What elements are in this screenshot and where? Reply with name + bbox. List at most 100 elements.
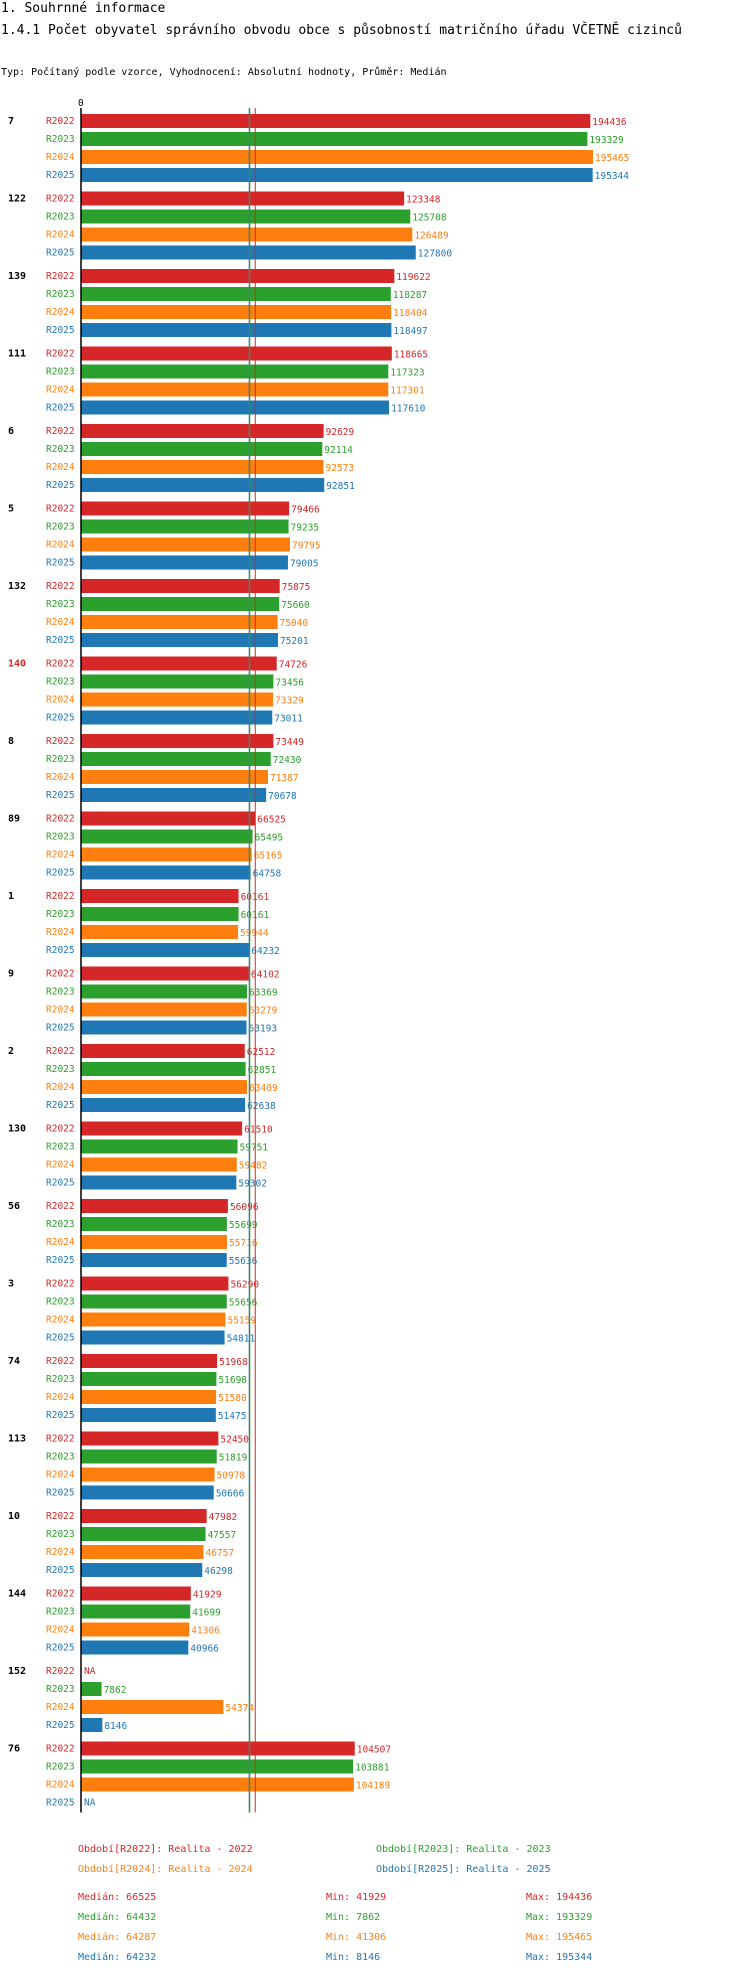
bar — [81, 943, 250, 957]
value-label: 123348 — [406, 195, 441, 206]
bar — [81, 710, 273, 725]
value-label: 73011 — [274, 714, 303, 725]
value-label: 119622 — [396, 272, 430, 283]
series-label: R2023 — [46, 677, 75, 688]
series-label: R2025 — [46, 1720, 75, 1731]
series-label: R2024 — [46, 695, 75, 706]
bar — [81, 1294, 227, 1309]
group-label: 9 — [8, 969, 14, 980]
chart-title: 1.4.1 Počet obyvatel správního obvodu ob… — [1, 23, 682, 38]
bar — [81, 984, 247, 999]
bar — [81, 1741, 355, 1756]
bar — [81, 656, 277, 671]
series-label: R2025 — [46, 1178, 75, 1189]
series-label: R2022 — [46, 1589, 75, 1600]
series-label: R2023 — [46, 832, 75, 843]
bar — [81, 966, 249, 981]
series-label: R2022 — [46, 271, 75, 282]
series-label: R2025 — [46, 1023, 75, 1034]
stat-max-r2023: Max: 193329 — [526, 1912, 593, 1923]
bar — [81, 674, 274, 689]
value-label: 52450 — [220, 1435, 249, 1446]
bar — [81, 1330, 225, 1345]
group-label: 76 — [8, 1744, 20, 1755]
series-label: R2024 — [46, 1237, 75, 1248]
series-label: R2023 — [46, 522, 75, 533]
value-label: 59302 — [238, 1179, 267, 1190]
series-label: R2025 — [46, 1643, 75, 1654]
value-label: 92851 — [326, 481, 355, 492]
bar — [81, 460, 324, 474]
series-label: R2022 — [46, 1046, 75, 1057]
value-label: 79466 — [291, 505, 320, 516]
bar — [81, 1235, 227, 1249]
bar — [81, 1253, 227, 1267]
bar — [81, 114, 591, 128]
series-label: R2025 — [46, 1798, 75, 1809]
bar — [81, 1199, 228, 1213]
value-label: 63409 — [249, 1083, 278, 1094]
stat-min-r2023: Min: 7862 — [326, 1912, 381, 1923]
value-label: 75660 — [281, 600, 310, 611]
series-label: R2024 — [46, 772, 75, 783]
value-label: 73456 — [275, 678, 304, 689]
value-label: 50978 — [217, 1471, 246, 1482]
series-label: R2024 — [46, 1547, 75, 1558]
bar — [81, 501, 290, 516]
bar — [81, 1276, 229, 1291]
series-label: R2025 — [46, 635, 75, 646]
value-label: 55656 — [229, 1298, 258, 1309]
value-label: 51475 — [218, 1411, 247, 1422]
bar — [81, 400, 390, 415]
bar — [81, 1622, 190, 1637]
value-label: 47557 — [208, 1530, 237, 1541]
value-label: 55159 — [227, 1316, 256, 1327]
bar — [81, 597, 280, 611]
group-label: 7 — [8, 116, 14, 127]
value-label: 63279 — [249, 1006, 278, 1017]
series-label: R2024 — [46, 1082, 75, 1093]
bar — [81, 1098, 246, 1112]
series-label: R2023 — [46, 289, 75, 300]
value-label: 104507 — [357, 1745, 391, 1756]
series-label: R2022 — [46, 1356, 75, 1367]
legend-period-r2022: Období[R2022]: Realita - 2022 — [78, 1844, 253, 1855]
group-label: 89 — [8, 814, 20, 825]
series-label: R2023 — [46, 367, 75, 378]
stat-max-r2025: Max: 195344 — [526, 1952, 593, 1963]
series-label: R2022 — [46, 581, 75, 592]
value-label: 40966 — [190, 1644, 219, 1655]
series-label: R2024 — [46, 1470, 75, 1481]
series-label: R2022 — [46, 1434, 75, 1445]
group-label: 122 — [8, 194, 26, 205]
series-label: R2022 — [46, 1124, 75, 1135]
series-label: R2023 — [46, 1684, 75, 1695]
bar — [81, 1175, 237, 1190]
stat-max-r2024: Max: 195465 — [526, 1932, 593, 1943]
value-label: 59482 — [239, 1161, 268, 1172]
series-label: R2022 — [46, 969, 75, 980]
value-label: 193329 — [589, 135, 624, 146]
bar — [81, 907, 239, 921]
series-label: R2025 — [46, 170, 75, 181]
bar — [81, 382, 389, 397]
series-label: R2023 — [46, 754, 75, 765]
bar — [81, 1485, 214, 1500]
group-label: 139 — [8, 271, 26, 282]
bar — [81, 269, 395, 283]
value-label: 63369 — [249, 988, 278, 999]
value-label: 47982 — [209, 1512, 238, 1523]
bar — [81, 1080, 248, 1094]
stat-median-r2024: Medián: 64287 — [78, 1932, 157, 1943]
bar — [81, 478, 325, 492]
value-label: 79005 — [290, 559, 319, 570]
series-label: R2025 — [46, 248, 75, 259]
value-label: 71387 — [270, 773, 299, 784]
bar — [81, 1545, 204, 1559]
series-label: R2023 — [46, 987, 75, 998]
series-label: R2023 — [46, 599, 75, 610]
series-label: R2023 — [46, 1142, 75, 1153]
legend-period-r2025: Období[R2025]: Realita - 2025 — [376, 1864, 551, 1875]
bar — [81, 191, 405, 206]
series-label: R2025 — [46, 480, 75, 491]
